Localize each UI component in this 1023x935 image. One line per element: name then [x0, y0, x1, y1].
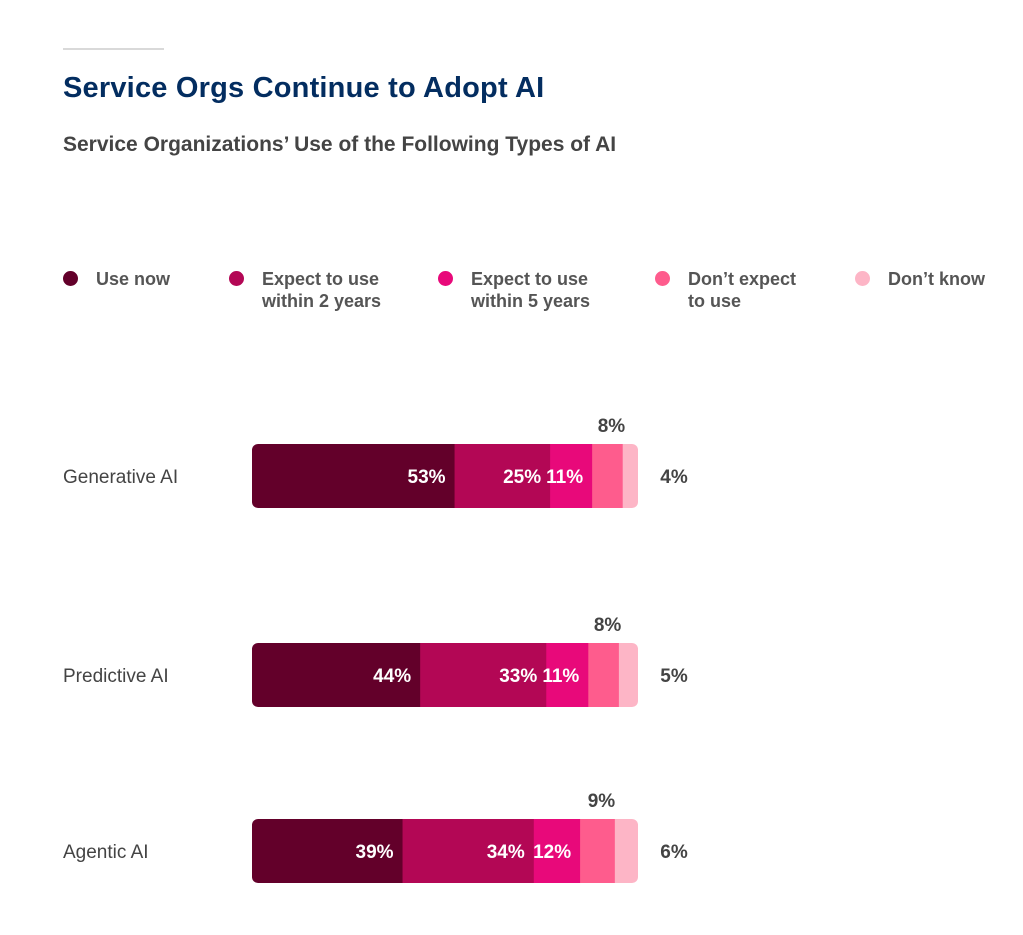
- data-label: 12%: [533, 842, 571, 863]
- bar-segment: [252, 444, 456, 508]
- legend-dot-dont-know: [855, 271, 870, 286]
- bar-segment: [420, 643, 547, 707]
- bar-segment: [618, 643, 638, 707]
- bar-segment: [550, 444, 593, 508]
- legend-label-use-now: Use now: [96, 269, 171, 289]
- data-label: 44%: [373, 666, 411, 687]
- data-label: 6%: [660, 842, 688, 863]
- data-label: 33%: [499, 666, 537, 687]
- legend-item-within-2-years: Expect to use within 2 years: [229, 268, 381, 312]
- category-label: Agentic AI: [63, 842, 149, 863]
- bar-segment: [546, 643, 589, 707]
- legend-dot-within-2-years: [229, 271, 244, 286]
- page-title: Service Orgs Continue to Adopt AI: [63, 72, 545, 104]
- data-label: 8%: [594, 615, 622, 636]
- data-label: 34%: [487, 842, 525, 863]
- legend-dot-use-now: [63, 271, 78, 286]
- bar-segment: [252, 819, 404, 883]
- legend-dot-within-5-years: [438, 271, 453, 286]
- chart-subtitle: Service Organizations’ Use of the Follow…: [63, 133, 617, 156]
- legend-label-dont-expect: Don’t expect to use: [688, 269, 797, 311]
- bar-segment: [622, 444, 638, 508]
- legend-label-within-5-years: Expect to use within 5 years: [471, 269, 591, 311]
- legend-item-use-now: Use now: [63, 268, 170, 290]
- bar-segment: [592, 444, 624, 508]
- legend-item-within-5-years: Expect to use within 5 years: [438, 268, 590, 312]
- legend-dot-dont-expect: [655, 271, 670, 286]
- category-label: Predictive AI: [63, 666, 169, 687]
- data-label: 9%: [588, 791, 616, 812]
- data-label: 5%: [660, 666, 688, 687]
- data-label: 39%: [356, 842, 394, 863]
- bar-segment: [454, 444, 551, 508]
- category-label: Generative AI: [63, 467, 178, 488]
- bar-row-0: [252, 444, 638, 508]
- bar-segment: [533, 819, 581, 883]
- bar-segment: [614, 819, 638, 883]
- legend-item-dont-know: Don’t know: [855, 268, 985, 290]
- data-label: 11%: [546, 467, 583, 488]
- data-label: 4%: [660, 467, 688, 488]
- bar-segment: [580, 819, 616, 883]
- bar-row-1: [252, 643, 638, 707]
- bar-segment: [402, 819, 535, 883]
- data-label: 11%: [542, 666, 579, 687]
- legend-label-within-2-years: Expect to use within 2 years: [262, 269, 382, 311]
- data-label: 53%: [408, 467, 446, 488]
- data-label: 8%: [598, 416, 626, 437]
- bar-segment: [588, 643, 620, 707]
- legend-label-dont-know: Don’t know: [888, 269, 985, 289]
- bar-segment: [252, 643, 421, 707]
- data-label: 25%: [503, 467, 541, 488]
- header-divider: [63, 48, 164, 50]
- bar-row-2: [252, 819, 638, 883]
- legend-item-dont-expect: Don’t expect to use: [655, 268, 796, 312]
